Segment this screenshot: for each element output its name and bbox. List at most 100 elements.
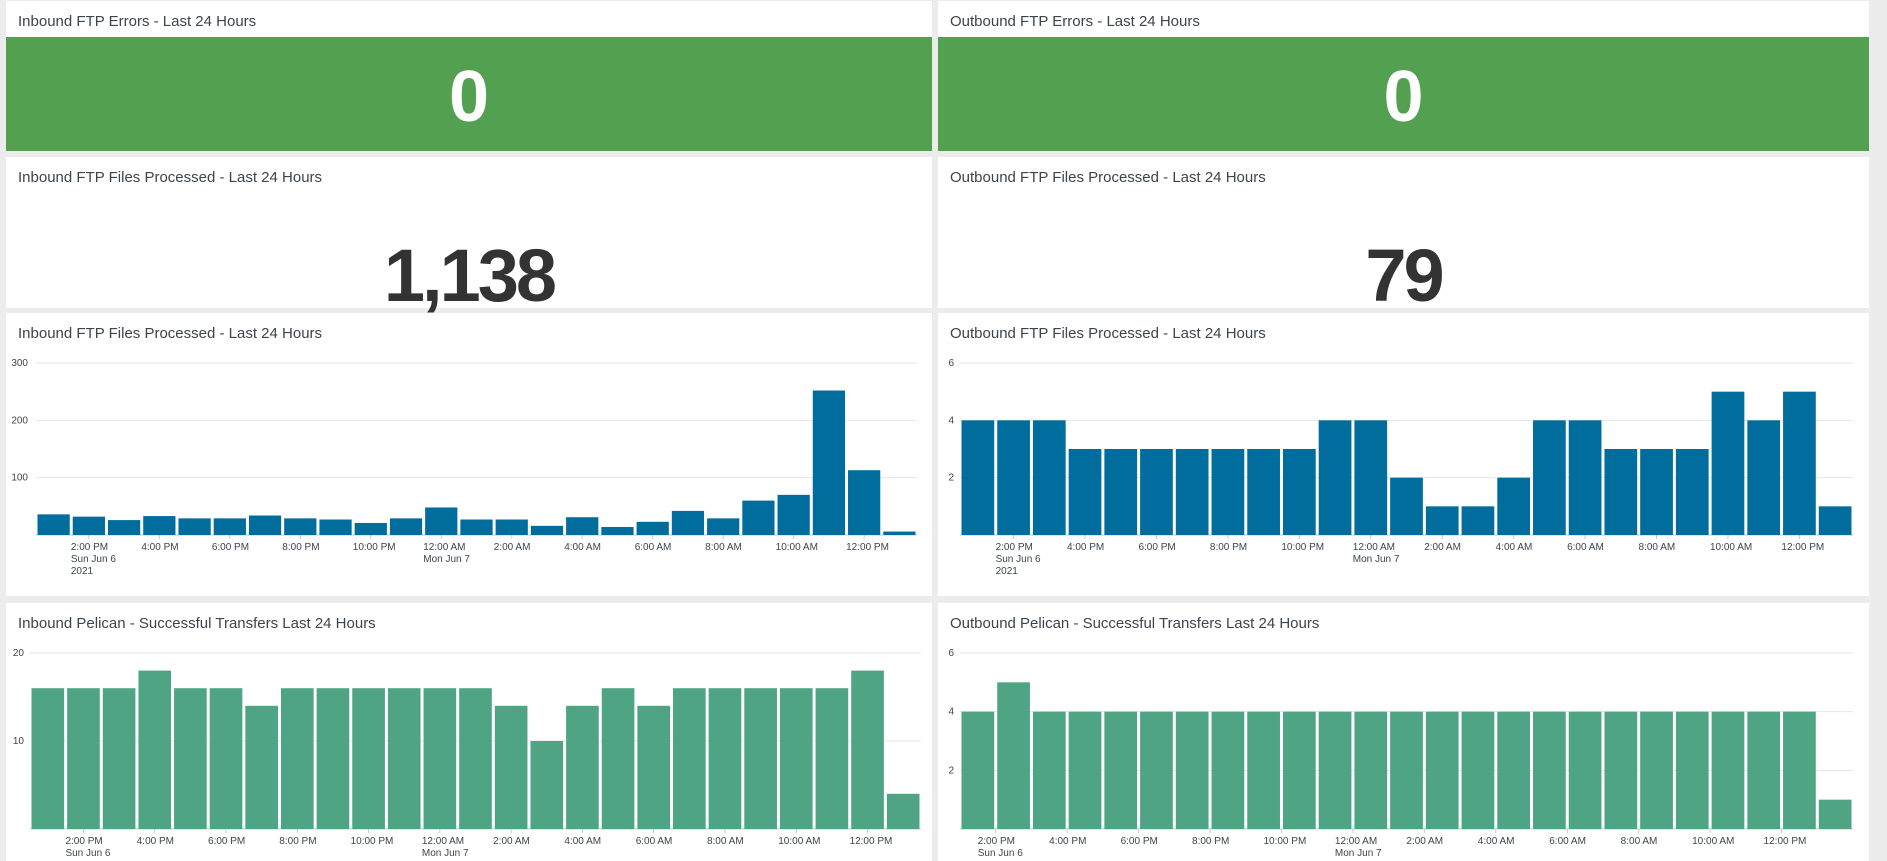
bar[interactable] [708, 688, 742, 829]
bar[interactable] [1640, 449, 1673, 535]
bar[interactable] [1711, 711, 1745, 829]
bar[interactable] [997, 682, 1030, 829]
bar[interactable] [1747, 711, 1781, 829]
bar[interactable] [1140, 449, 1173, 535]
bar[interactable] [143, 516, 176, 535]
bar[interactable] [1282, 711, 1316, 829]
bar[interactable] [1282, 449, 1316, 535]
bar[interactable] [284, 518, 317, 535]
bar[interactable] [848, 470, 881, 535]
bar[interactable] [530, 741, 564, 829]
bar[interactable] [67, 688, 100, 829]
bar[interactable] [886, 793, 920, 829]
bar[interactable] [1032, 711, 1066, 829]
bar[interactable] [209, 688, 243, 829]
bar[interactable] [354, 522, 387, 535]
bar[interactable] [37, 514, 70, 535]
bar[interactable] [1247, 711, 1280, 829]
bar[interactable] [1354, 711, 1388, 829]
status-band[interactable]: 0 [6, 37, 932, 151]
bar[interactable] [1068, 449, 1102, 535]
bar[interactable] [1104, 711, 1138, 829]
bar[interactable] [1211, 711, 1245, 829]
bar[interactable] [1318, 711, 1352, 829]
bar[interactable] [1675, 711, 1709, 829]
bar[interactable] [280, 688, 314, 829]
bar[interactable] [671, 510, 705, 535]
bar[interactable] [1497, 711, 1531, 829]
bar[interactable] [1533, 420, 1566, 535]
bar[interactable] [1425, 711, 1459, 829]
bar[interactable] [319, 519, 352, 535]
bar[interactable] [1711, 391, 1745, 535]
bar[interactable] [744, 688, 777, 829]
bar[interactable] [601, 526, 634, 535]
bar[interactable] [1175, 449, 1209, 535]
bar[interactable] [812, 390, 846, 535]
bar[interactable] [494, 705, 528, 829]
bar[interactable] [566, 705, 599, 829]
status-band[interactable]: 0 [938, 37, 1869, 151]
bar[interactable] [1175, 711, 1209, 829]
bar[interactable] [1211, 449, 1245, 535]
bar[interactable] [815, 688, 849, 829]
bar[interactable] [673, 688, 706, 829]
bar[interactable] [1318, 420, 1352, 535]
bar[interactable] [102, 688, 136, 829]
bar[interactable] [460, 519, 493, 535]
bar[interactable] [72, 516, 105, 535]
bar[interactable] [637, 705, 671, 829]
bar[interactable] [777, 494, 810, 535]
bar[interactable] [389, 518, 423, 535]
bar[interactable] [1068, 711, 1102, 829]
bar[interactable] [779, 688, 813, 829]
bar[interactable] [138, 670, 172, 829]
bar[interactable] [31, 688, 65, 829]
bar[interactable] [997, 420, 1030, 535]
bar[interactable] [1032, 420, 1066, 535]
bar[interactable] [1140, 711, 1173, 829]
bar[interactable] [707, 518, 740, 535]
bar[interactable] [387, 688, 421, 829]
bar[interactable] [1747, 420, 1781, 535]
bar[interactable] [883, 531, 916, 535]
bar[interactable] [1783, 711, 1816, 829]
bar[interactable] [1604, 449, 1638, 535]
bar[interactable] [1783, 391, 1816, 535]
bar[interactable] [248, 515, 282, 535]
bar[interactable] [425, 507, 458, 535]
bar[interactable] [1425, 506, 1459, 535]
bar[interactable] [245, 705, 278, 829]
bar[interactable] [1568, 420, 1602, 535]
bar[interactable] [1568, 711, 1602, 829]
bar[interactable] [636, 521, 669, 535]
bar[interactable] [213, 518, 246, 535]
bar[interactable] [316, 688, 350, 829]
bar[interactable] [601, 688, 635, 829]
bar[interactable] [961, 711, 995, 829]
bar[interactable] [1390, 711, 1423, 829]
bar[interactable] [530, 525, 564, 535]
bar[interactable] [174, 688, 207, 829]
bar[interactable] [1497, 477, 1531, 535]
bar[interactable] [1461, 711, 1495, 829]
bar[interactable] [107, 520, 141, 535]
single-value[interactable]: 1,138 [383, 234, 557, 317]
bar[interactable] [1461, 506, 1495, 535]
bar[interactable] [495, 519, 528, 535]
bar[interactable] [1675, 449, 1709, 535]
bar[interactable] [423, 688, 457, 829]
bar[interactable] [1247, 449, 1280, 535]
bar[interactable] [1640, 711, 1673, 829]
bar[interactable] [1354, 420, 1388, 535]
bar[interactable] [1104, 449, 1138, 535]
bar[interactable] [961, 420, 995, 535]
bar[interactable] [1818, 506, 1852, 535]
single-value[interactable]: 79 [1365, 234, 1444, 317]
bar[interactable] [1533, 711, 1566, 829]
bar[interactable] [1818, 799, 1852, 829]
